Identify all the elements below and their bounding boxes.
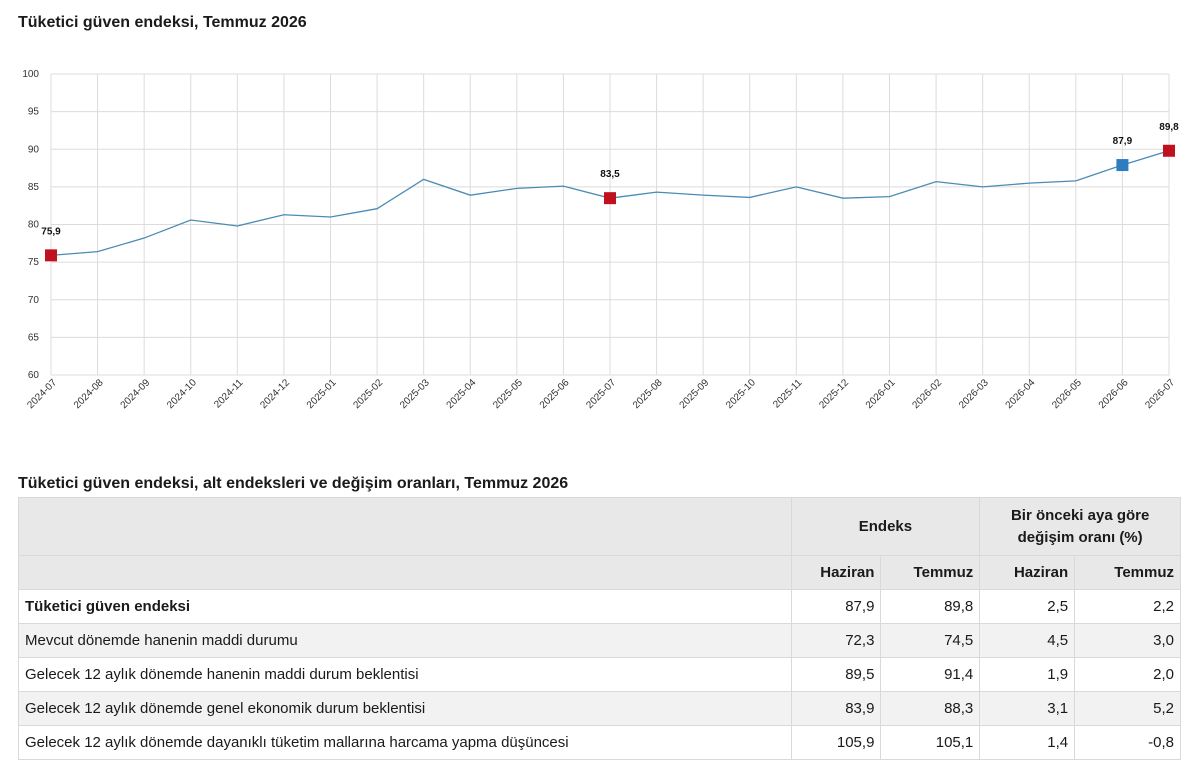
row-label: Gelecek 12 aylık dönemde genel ekonomik …	[18, 691, 792, 726]
x-tick-label: 2026-03	[957, 377, 991, 411]
header-temmuz-endeks: Temmuz	[880, 555, 981, 590]
x-tick-label: 2024-09	[119, 377, 153, 411]
cell-value: 1,9	[979, 657, 1076, 692]
data-point-marker	[45, 249, 57, 262]
cell-value: 3,0	[1074, 623, 1181, 658]
row-label: Tüketici güven endeksi	[18, 589, 792, 624]
row-label: Gelecek 12 aylık dönemde dayanıklı tüket…	[18, 725, 792, 760]
x-tick-label: 2025-05	[491, 377, 525, 411]
y-tick-label: 80	[28, 220, 40, 231]
y-tick-label: 90	[28, 144, 40, 155]
x-tick-label: 2025-11	[771, 377, 805, 411]
row-label: Mevcut dönemde hanenin maddi durumu	[18, 623, 792, 658]
row-label: Gelecek 12 aylık dönemde hanenin maddi d…	[18, 657, 792, 692]
x-tick-label: 2026-07	[1143, 377, 1177, 411]
header-haziran-endeks: Haziran	[790, 555, 882, 590]
chart-title: Tüketici güven endeksi, Temmuz 2026	[18, 14, 307, 31]
x-tick-label: 2025-06	[538, 377, 572, 411]
x-tick-label: 2024-07	[25, 377, 59, 411]
cell-value: 89,8	[880, 589, 981, 624]
cell-value: 2,0	[1074, 657, 1181, 692]
data-point-marker	[1163, 144, 1175, 157]
data-label: 83,5	[600, 169, 620, 180]
cell-value: 72,3	[790, 623, 882, 658]
cell-value: 105,1	[880, 725, 981, 760]
y-tick-label: 75	[28, 257, 40, 268]
table-row: Gelecek 12 aylık dönemde hanenin maddi d…	[18, 657, 1181, 692]
cell-value: 3,1	[979, 691, 1076, 726]
x-tick-label: 2024-10	[165, 377, 199, 411]
table-row: Gelecek 12 aylık dönemde genel ekonomik …	[18, 691, 1181, 726]
subindex-table: Endeks Bir önceki aya göre değişim oranı…	[18, 497, 1181, 760]
y-tick-label: 100	[22, 69, 39, 80]
data-point-marker	[1116, 159, 1129, 172]
x-tick-label: 2025-03	[398, 377, 432, 411]
table-row: Mevcut dönemde hanenin maddi durumu 72,3…	[18, 623, 1181, 658]
x-tick-label: 2026-01	[864, 377, 898, 411]
cell-value: 2,2	[1074, 589, 1181, 624]
cell-value: 88,3	[880, 691, 981, 726]
table-title: Tüketici güven endeksi, alt endeksleri v…	[18, 475, 569, 492]
cell-value: 5,2	[1074, 691, 1181, 726]
cell-value: 89,5	[790, 657, 882, 692]
x-tick-label: 2025-09	[678, 377, 712, 411]
cell-value: 105,9	[790, 725, 882, 760]
x-tick-label: 2025-07	[584, 377, 618, 411]
y-tick-label: 65	[28, 332, 40, 343]
cell-value: 1,4	[979, 725, 1076, 760]
x-tick-label: 2024-11	[212, 377, 246, 411]
y-tick-label: 60	[28, 370, 40, 381]
x-tick-label: 2026-04	[1004, 377, 1038, 411]
header-change: Bir önceki aya göre değişim oranı (%)	[979, 497, 1181, 556]
x-tick-label: 2025-10	[724, 377, 758, 411]
x-tick-label: 2026-05	[1050, 377, 1084, 411]
data-label: 75,9	[41, 226, 61, 237]
x-tick-label: 2026-06	[1097, 377, 1131, 411]
x-tick-label: 2025-08	[631, 377, 665, 411]
header-haziran-change: Haziran	[979, 555, 1076, 590]
y-tick-label: 70	[28, 295, 40, 306]
header-endeks: Endeks	[790, 497, 981, 556]
cell-value: 91,4	[880, 657, 981, 692]
x-tick-label: 2024-12	[258, 377, 292, 411]
table-row: Gelecek 12 aylık dönemde dayanıklı tüket…	[18, 725, 1181, 760]
cell-value: -0,8	[1074, 725, 1181, 760]
x-tick-label: 2024-08	[72, 377, 106, 411]
cell-value: 83,9	[790, 691, 882, 726]
header-blank	[18, 497, 792, 556]
header-temmuz-change: Temmuz	[1074, 555, 1181, 590]
data-label: 89,8	[1159, 122, 1179, 133]
y-tick-label: 95	[28, 107, 40, 118]
cell-value: 87,9	[790, 589, 882, 624]
line-chart: 60 65 70 75 80 85 90 95 100 2024-07 2024-08 2024-09…	[22, 69, 1179, 411]
data-point-marker	[604, 192, 616, 205]
header-blank-2	[18, 555, 792, 590]
x-tick-label: 2025-02	[351, 377, 385, 411]
cell-value: 4,5	[979, 623, 1076, 658]
y-tick-label: 85	[28, 182, 40, 193]
x-tick-label: 2025-12	[817, 377, 851, 411]
cell-value: 74,5	[880, 623, 981, 658]
x-tick-label: 2025-04	[445, 377, 479, 411]
table-row: Tüketici güven endeksi 87,9 89,8 2,5 2,2	[18, 589, 1181, 624]
x-tick-label: 2026-02	[910, 377, 944, 411]
data-label: 87,9	[1113, 136, 1133, 147]
x-tick-label: 2025-01	[305, 377, 339, 411]
cell-value: 2,5	[979, 589, 1076, 624]
